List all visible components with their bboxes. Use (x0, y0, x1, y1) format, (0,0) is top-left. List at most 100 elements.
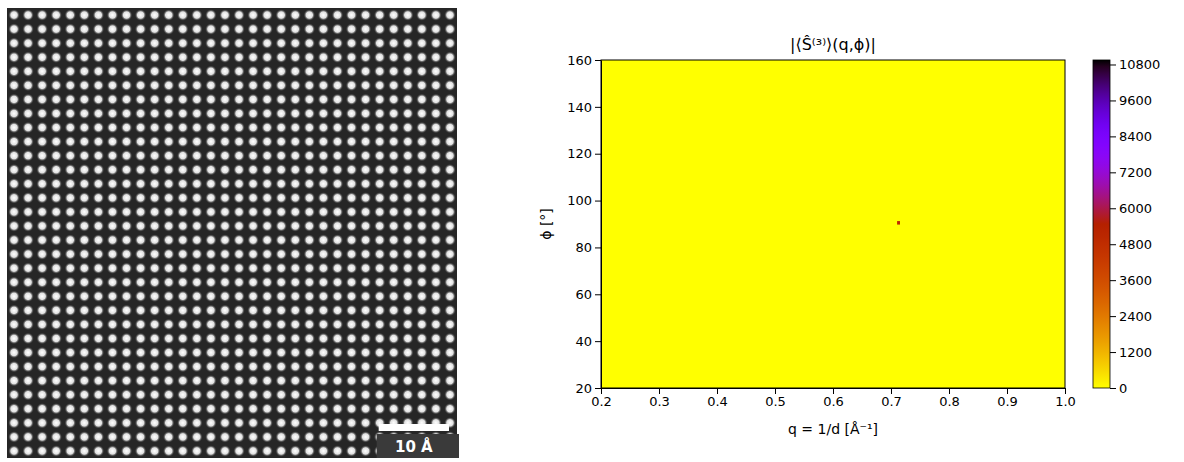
atom-column (289, 51, 301, 63)
atom-column (289, 37, 301, 49)
atom-column (64, 375, 76, 387)
atom-column (8, 445, 20, 457)
atom-column (289, 94, 301, 106)
atom-column (121, 65, 133, 77)
atom-column (22, 417, 34, 429)
atom-column (78, 150, 90, 162)
atom-column (50, 108, 62, 120)
atom-column (149, 150, 161, 162)
atom-column (8, 375, 20, 387)
atom-column (219, 65, 231, 77)
atom-column (289, 290, 301, 302)
atom-column (360, 192, 372, 204)
atom-column (177, 79, 189, 91)
atom-column (177, 220, 189, 232)
tick: 40 (575, 334, 601, 349)
atom-column (289, 417, 301, 429)
atom-column (444, 347, 456, 359)
atom-column (78, 319, 90, 331)
atom-column (289, 65, 301, 77)
atom-column (121, 319, 133, 331)
atom-column (233, 79, 245, 91)
atom-column (388, 248, 400, 260)
atom-column (388, 122, 400, 134)
atom-column (93, 108, 105, 120)
atom-column (444, 23, 456, 35)
atom-column (177, 361, 189, 373)
atom-column (233, 23, 245, 35)
atom-column (346, 417, 358, 429)
atom-column (261, 361, 273, 373)
atom-column (22, 319, 34, 331)
atom-column (191, 375, 203, 387)
atom-column (374, 178, 386, 190)
atom-column (416, 108, 428, 120)
tick-mark (595, 294, 601, 295)
atom-column (177, 51, 189, 63)
atom-column (289, 178, 301, 190)
atom-column (303, 319, 315, 331)
tick-label: 0 (1119, 381, 1127, 396)
atom-column (177, 347, 189, 359)
atom-column (346, 79, 358, 91)
atom-column (318, 220, 330, 232)
atom-column (163, 403, 175, 415)
tick-mark (1110, 352, 1116, 353)
atom-column (444, 403, 456, 415)
atom-column (332, 164, 344, 176)
atom-column (416, 178, 428, 190)
atom-column (107, 9, 119, 21)
atom-column (402, 108, 414, 120)
atom-column (388, 108, 400, 120)
atom-column (22, 65, 34, 77)
atom-column (247, 65, 259, 77)
atom-column (107, 347, 119, 359)
atom-column (36, 403, 48, 415)
atom-column (163, 234, 175, 246)
atom-column (346, 65, 358, 77)
atom-column (22, 431, 34, 443)
atom-column (233, 178, 245, 190)
tick: 9600 (1110, 93, 1152, 108)
atom-column (93, 65, 105, 77)
atom-column (360, 164, 372, 176)
atom-column (149, 23, 161, 35)
atom-column (22, 403, 34, 415)
atom-column (416, 304, 428, 316)
atom-column (444, 51, 456, 63)
tick: 60 (575, 287, 601, 302)
atom-column (93, 276, 105, 288)
tick-mark (833, 388, 834, 394)
atom-column (177, 23, 189, 35)
atom-column (275, 178, 287, 190)
atom-column (416, 79, 428, 91)
atom-column (191, 389, 203, 401)
atom-column (360, 9, 372, 21)
atom-column (416, 234, 428, 246)
atom-column (346, 389, 358, 401)
atom-column (191, 136, 203, 148)
atom-column (332, 220, 344, 232)
atom-column (374, 192, 386, 204)
atom-column (430, 276, 442, 288)
atom-column (416, 347, 428, 359)
atom-column (93, 234, 105, 246)
atom-column (247, 389, 259, 401)
atom-column (275, 94, 287, 106)
atom-column (346, 333, 358, 345)
atom-column (8, 248, 20, 260)
tick-label: 10800 (1119, 57, 1160, 72)
atom-column (360, 361, 372, 373)
atom-column (121, 192, 133, 204)
atom-column (275, 23, 287, 35)
atom-column (22, 164, 34, 176)
atom-column (135, 178, 147, 190)
atom-column (8, 23, 20, 35)
atom-column (177, 290, 189, 302)
atom-column (191, 319, 203, 331)
atom-column (107, 234, 119, 246)
atom-column (416, 333, 428, 345)
atom-column (191, 178, 203, 190)
tick-mark (1110, 208, 1116, 209)
atom-column (247, 23, 259, 35)
